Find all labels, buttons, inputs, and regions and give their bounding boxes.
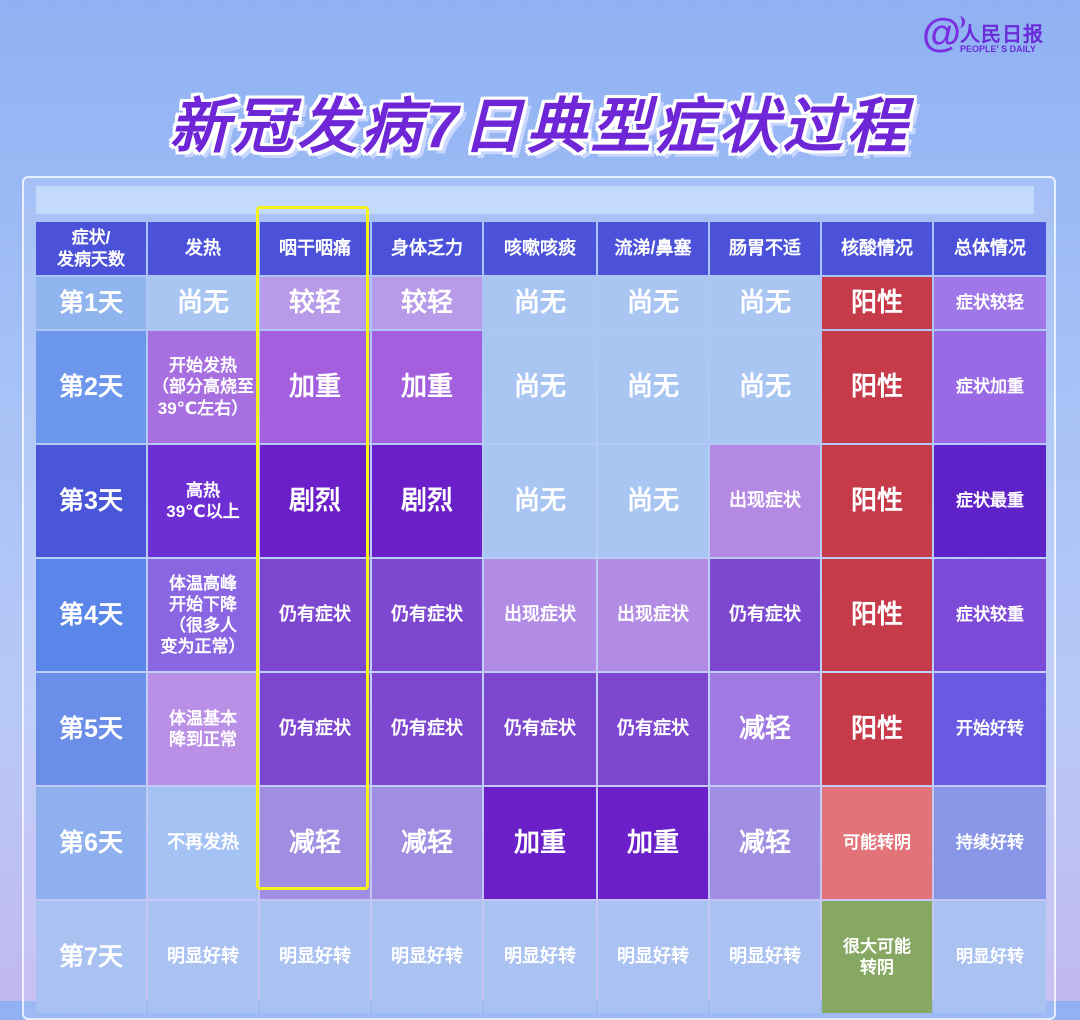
cell-stomach: 减轻	[710, 787, 820, 899]
cell-nose: 出现症状	[598, 559, 708, 671]
cell-cough: 尚无	[484, 277, 596, 329]
peoples-daily-logo: @ 人民日报 PEOPLE' S DAILY	[922, 10, 1062, 56]
cell-fever: 体温高峰 开始下降 （很多人 变为正常）	[148, 559, 258, 671]
cell-nose: 仍有症状	[598, 673, 708, 785]
cell-throat: 仍有症状	[260, 673, 370, 785]
cell-fever: 不再发热	[148, 787, 258, 899]
cell-stomach: 出现症状	[710, 445, 820, 557]
cell-throat: 仍有症状	[260, 559, 370, 671]
cell-fever: 高热 39℃以上	[148, 445, 258, 557]
cell-throat: 剧烈	[260, 445, 370, 557]
day-label: 第7天	[36, 901, 146, 1013]
header-corner: 症状/ 发病天数	[36, 222, 146, 275]
cell-nose: 明显好转	[598, 901, 708, 1013]
header-nose: 流涕/鼻塞	[598, 222, 708, 275]
page-title: 新冠发病7日典型症状过程	[169, 93, 911, 160]
cell-overall: 症状较轻	[934, 277, 1046, 329]
cell-nose: 尚无	[598, 331, 708, 443]
header-overall: 总体情况	[934, 222, 1046, 275]
header-stomach: 肠胃不适	[710, 222, 820, 275]
cell-fever: 明显好转	[148, 901, 258, 1013]
cell-nucleic-acid: 可能转阴	[822, 787, 932, 899]
cell-cough: 仍有症状	[484, 673, 596, 785]
day-label: 第5天	[36, 673, 146, 785]
cell-fatigue: 较轻	[372, 277, 482, 329]
cell-throat: 明显好转	[260, 901, 370, 1013]
cell-fever: 尚无	[148, 277, 258, 329]
cell-cough: 明显好转	[484, 901, 596, 1013]
cell-throat: 较轻	[260, 277, 370, 329]
cell-cough: 尚无	[484, 445, 596, 557]
header-throat: 咽干咽痛	[260, 222, 370, 275]
header-nucleic-acid: 核酸情况	[822, 222, 932, 275]
cell-nose: 加重	[598, 787, 708, 899]
cell-nucleic-acid: 很大可能 转阴	[822, 901, 932, 1013]
day-label: 第1天	[36, 277, 146, 329]
cell-stomach: 尚无	[710, 277, 820, 329]
cell-overall: 症状加重	[934, 331, 1046, 443]
header-fatigue: 身体乏力	[372, 222, 482, 275]
cell-cough: 出现症状	[484, 559, 596, 671]
cell-overall: 开始好转	[934, 673, 1046, 785]
day-label: 第2天	[36, 331, 146, 443]
cell-fever: 体温基本 降到正常	[148, 673, 258, 785]
cell-overall: 症状最重	[934, 445, 1046, 557]
cell-cough: 尚无	[484, 331, 596, 443]
cell-overall: 症状较重	[934, 559, 1046, 671]
cell-fatigue: 仍有症状	[372, 559, 482, 671]
day-label: 第6天	[36, 787, 146, 899]
cell-throat: 加重	[260, 331, 370, 443]
header-fever: 发热	[148, 222, 258, 275]
day-label: 第4天	[36, 559, 146, 671]
logo-subtitle: PEOPLE' S DAILY	[960, 44, 1036, 54]
cell-stomach: 明显好转	[710, 901, 820, 1013]
cell-fatigue: 剧烈	[372, 445, 482, 557]
cell-fatigue: 加重	[372, 331, 482, 443]
cell-nose: 尚无	[598, 445, 708, 557]
cell-cough: 加重	[484, 787, 596, 899]
cell-stomach: 减轻	[710, 673, 820, 785]
cell-fever: 开始发热 （部分高烧至 39℃左右）	[148, 331, 258, 443]
day-label: 第3天	[36, 445, 146, 557]
cell-nucleic-acid: 阳性	[822, 445, 932, 557]
cell-stomach: 尚无	[710, 331, 820, 443]
cell-nucleic-acid: 阳性	[822, 673, 932, 785]
cell-nucleic-acid: 阳性	[822, 277, 932, 329]
cell-overall: 明显好转	[934, 901, 1046, 1013]
header-cough: 咳嗽咳痰	[484, 222, 596, 275]
logo-name: 人民日报	[960, 24, 1044, 46]
cell-fatigue: 仍有症状	[372, 673, 482, 785]
table-panel-top-band	[36, 186, 1034, 214]
cell-fatigue: 减轻	[372, 787, 482, 899]
cell-nucleic-acid: 阳性	[822, 559, 932, 671]
cell-fatigue: 明显好转	[372, 901, 482, 1013]
cell-throat: 减轻	[260, 787, 370, 899]
cell-overall: 持续好转	[934, 787, 1046, 899]
cell-nose: 尚无	[598, 277, 708, 329]
cell-nucleic-acid: 阳性	[822, 331, 932, 443]
symptom-table: 症状/ 发病天数 发热 咽干咽痛 身体乏力 咳嗽咳痰 流涕/鼻塞 肠胃不适 核酸情况 总体情况第…	[36, 222, 1046, 1013]
cell-stomach: 仍有症状	[710, 559, 820, 671]
signal-wave-icon	[952, 16, 965, 28]
